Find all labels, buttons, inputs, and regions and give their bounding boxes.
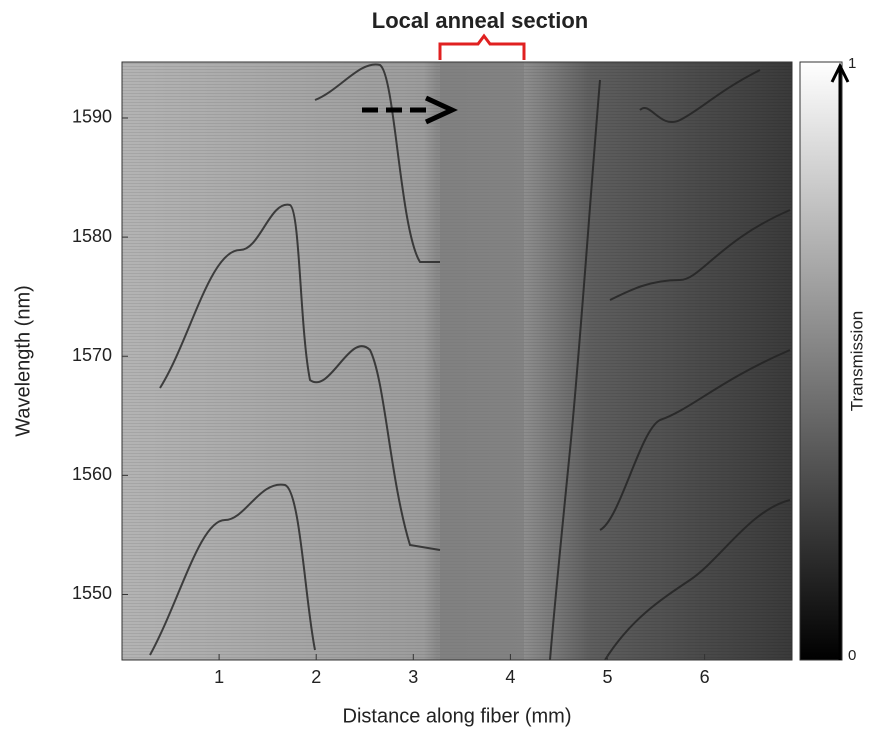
y-tick-label: 1560 [72, 464, 112, 484]
colorbar-label: Transmission [847, 311, 866, 411]
plot-frame [121, 61, 793, 661]
arrow-head [424, 95, 458, 125]
y-tick-label: 1550 [72, 583, 112, 603]
colorbar-tick-label: 0 [848, 647, 856, 664]
y-tick-label: 1580 [72, 226, 112, 246]
x-tick-label: 2 [311, 667, 321, 687]
x-tick-label: 1 [214, 667, 224, 687]
bracket [438, 33, 526, 60]
x-tick-label: 4 [505, 667, 515, 687]
y-axis-label: Wavelength (nm) [12, 285, 34, 437]
x-tick-label: 5 [602, 667, 612, 687]
y-tick-label: 1590 [72, 107, 112, 127]
y-tick-label: 1570 [72, 345, 112, 365]
heatmap [122, 62, 792, 661]
colorbar-arrow [830, 62, 850, 660]
colorbar [799, 61, 843, 661]
chart-title: Local anneal section [372, 8, 588, 33]
x-axis-label: Distance along fiber (mm) [343, 705, 572, 727]
x-tick-label: 3 [408, 667, 418, 687]
x-tick-label: 6 [700, 667, 710, 687]
colorbar-tick-label: 1 [848, 55, 856, 72]
